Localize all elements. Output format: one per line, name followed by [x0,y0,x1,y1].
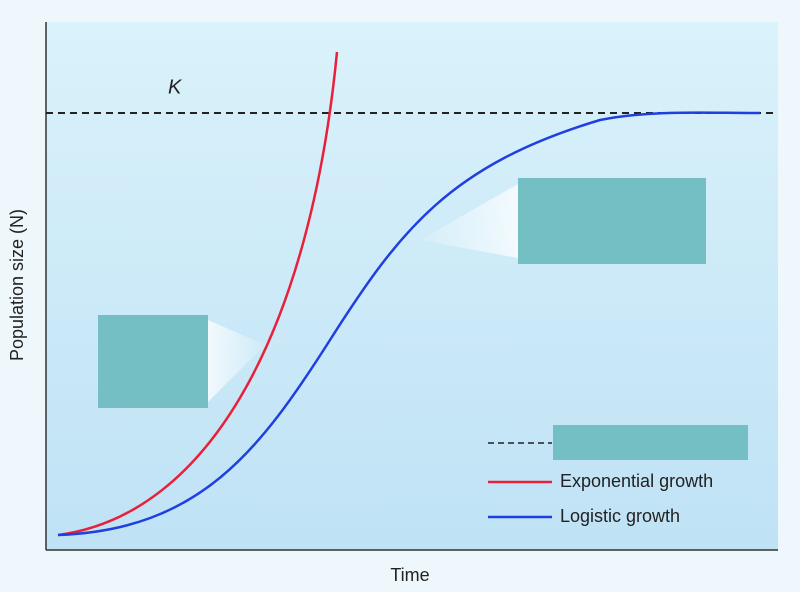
label-box [98,315,208,408]
k-label: K [168,76,183,98]
logistic-curve [57,111,761,537]
callout-pointer [208,320,265,402]
x-axis-label: Time [390,565,429,585]
callout-pointer [420,184,518,258]
legend-box [553,425,748,460]
exponential-curve [57,51,339,537]
label-box [518,178,706,264]
y-axis-label: Population size (N) [7,209,27,361]
plot-area [46,22,778,550]
legend-label: Exponential growth [560,471,713,491]
legend-label: Logistic growth [560,506,680,526]
